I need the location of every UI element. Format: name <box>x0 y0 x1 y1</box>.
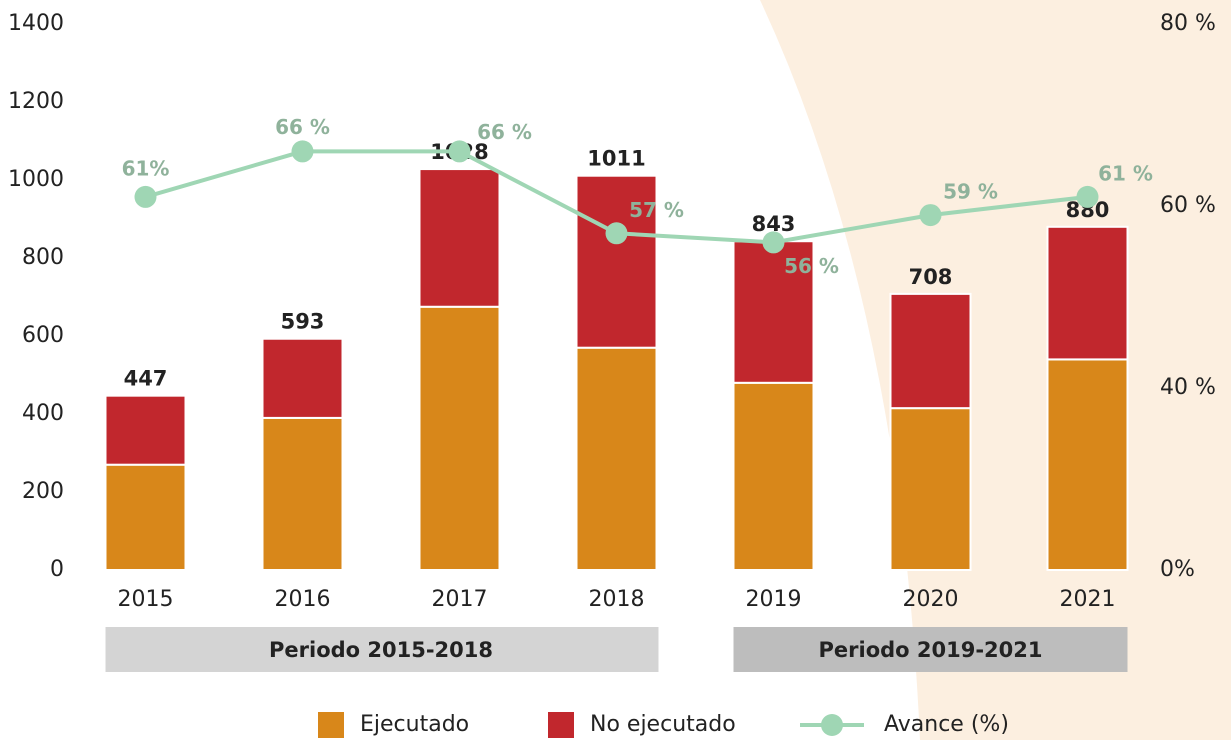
period-label: Periodo 2015-2018 <box>269 638 493 662</box>
legend-label: Ejecutado <box>360 712 469 737</box>
bar-segment <box>104 463 187 572</box>
bar-segment <box>418 168 501 308</box>
line-marker <box>919 204 942 227</box>
bar-segment <box>575 174 658 349</box>
y2-tick-label: 60 % <box>1160 193 1216 218</box>
bar-segment <box>889 407 972 571</box>
bar-segment <box>104 394 187 466</box>
legend-label: Avance (%) <box>884 712 1009 737</box>
legend-marker <box>821 714 843 736</box>
x-tick-label: 2015 <box>118 587 174 612</box>
line-label: 66 % <box>477 120 532 144</box>
y-tick-label: 400 <box>22 401 64 426</box>
line-marker <box>762 231 785 254</box>
bar-segment <box>575 346 658 572</box>
x-tick-label: 2021 <box>1060 587 1116 612</box>
total-label: 447 <box>124 367 168 391</box>
y-tick-label: 1200 <box>8 89 64 114</box>
line-marker <box>448 140 471 163</box>
y2-tick-label: 80 % <box>1160 11 1216 36</box>
bar-segment <box>1046 225 1129 361</box>
y-tick-label: 0 <box>50 557 64 582</box>
line-marker <box>605 222 628 245</box>
y2-tick-label: 40 % <box>1160 375 1216 400</box>
period-box <box>105 627 659 672</box>
line-label: 57 % <box>629 198 684 222</box>
line-marker <box>291 140 314 163</box>
x-tick-label: 2019 <box>746 587 802 612</box>
x-tick-label: 2016 <box>275 587 331 612</box>
bar-segment <box>261 337 344 419</box>
total-label: 593 <box>281 310 325 334</box>
period-box <box>733 627 1128 672</box>
x-tick-label: 2020 <box>903 587 959 612</box>
legend-swatch <box>318 712 344 738</box>
bar-segment <box>418 305 501 571</box>
y2-tick-label: 0% <box>1160 557 1195 582</box>
line-label: 56 % <box>784 254 839 278</box>
x-tick-label: 2017 <box>432 587 488 612</box>
legend-label: No ejecutado <box>590 712 736 737</box>
x-tick-label: 2018 <box>589 587 645 612</box>
legend-swatch <box>548 712 574 738</box>
total-label: 708 <box>909 265 953 289</box>
period-label: Periodo 2019-2021 <box>819 638 1043 662</box>
y-tick-label: 800 <box>22 245 64 270</box>
y-tick-label: 600 <box>22 323 64 348</box>
line-label: 61% <box>122 156 170 180</box>
line-label: 61 % <box>1098 161 1153 185</box>
y-tick-label: 200 <box>22 479 64 504</box>
y-tick-label: 1000 <box>8 167 64 192</box>
total-label: 1011 <box>587 147 645 171</box>
bar-segment <box>889 292 972 410</box>
y-tick-label: 1400 <box>8 11 64 36</box>
bar-segment <box>732 381 815 571</box>
bar-segment <box>261 416 344 571</box>
line-label: 59 % <box>943 180 998 204</box>
bar-segment <box>1046 358 1129 571</box>
line-marker <box>134 185 157 208</box>
line-marker <box>1076 185 1099 208</box>
line-label: 66 % <box>275 115 330 139</box>
